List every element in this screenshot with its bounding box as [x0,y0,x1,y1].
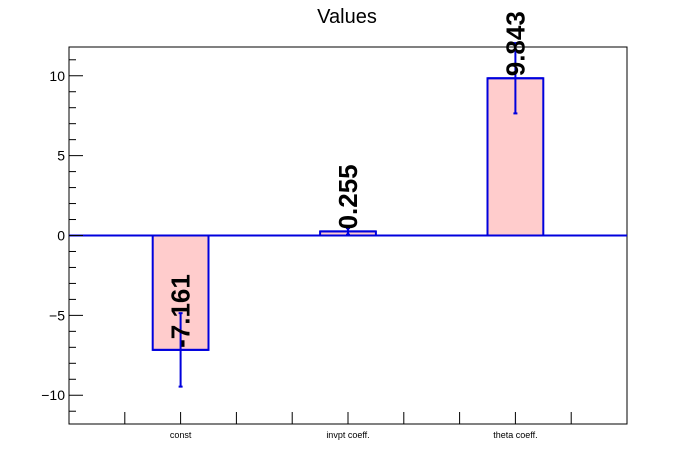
y-tick-label: 10 [49,68,65,84]
y-tick-label: 0 [57,228,65,244]
category-label-1: invpt coeff. [326,430,369,440]
axis-layer [69,59,627,424]
category-label-0: const [170,430,192,440]
labels-layer: -7.161 const 0.255 invpt coeff. 9.843 theta c… [41,11,537,440]
y-tick-label: 5 [57,148,65,164]
y-tick-label: −5 [49,307,65,323]
data-label-1: 0.255 [333,164,363,229]
category-label-2: theta coeff. [493,430,537,440]
chart-title: Values [317,6,377,28]
data-label-0: -7.161 [166,274,196,348]
data-label-2: 9.843 [500,11,530,76]
y-tick-label: −10 [41,387,65,403]
